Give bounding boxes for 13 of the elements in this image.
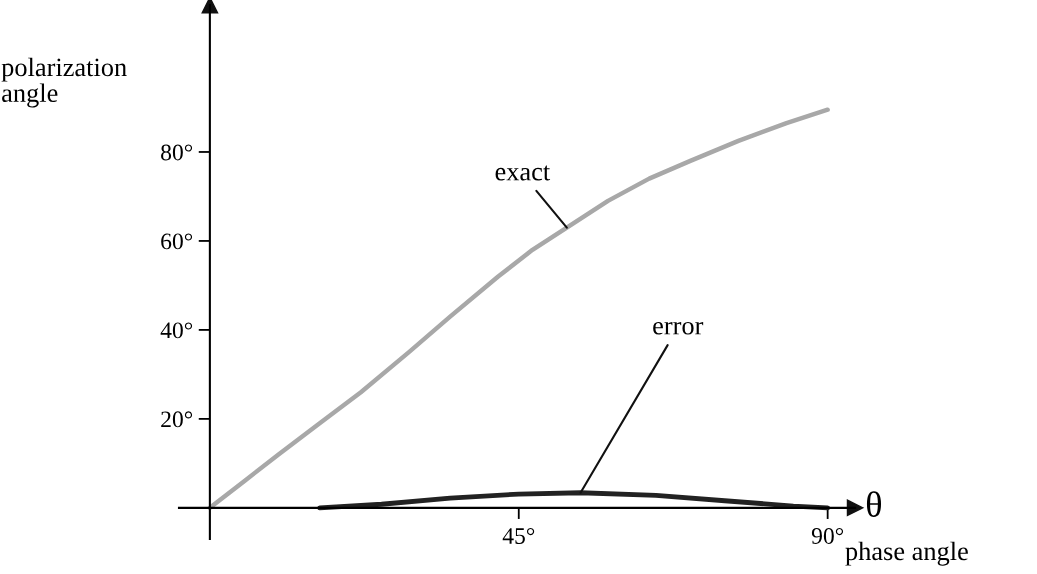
text: error	[653, 321, 704, 335]
y-tick-label: 40°	[160, 322, 193, 339]
x-axis-title: phase angle	[845, 541, 968, 566]
y-tick-label: 60°	[161, 233, 193, 250]
line-series	[317, 490, 831, 511]
x-tick-label: 90°	[811, 527, 844, 544]
x-tick-label: 45°	[502, 527, 535, 544]
y-axis-title: polarization angle	[1, 57, 127, 108]
y-tick-label: 20°	[161, 411, 193, 428]
y-tick-label: 80°	[161, 144, 193, 161]
series-label: exact	[495, 165, 551, 181]
line-series	[207, 107, 830, 511]
text: θ	[866, 491, 882, 517]
